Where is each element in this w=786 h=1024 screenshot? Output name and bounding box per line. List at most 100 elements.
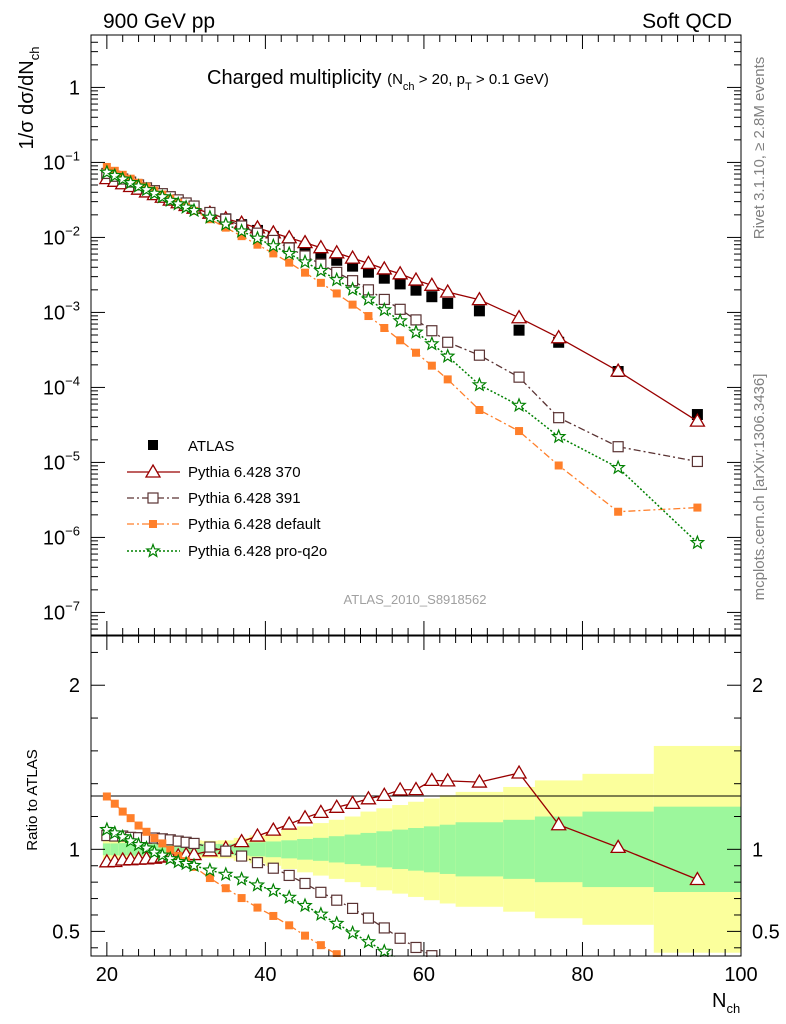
ratio-point-pythia-6-428-pro-q2o — [186, 857, 202, 873]
legend: ATLAS Pythia 6.428 370 Pythia 6.428 391 … — [127, 438, 327, 560]
main-point-pythia-6-428-default — [316, 278, 325, 287]
ratio-point-pythia-6-428-pro-q2o — [130, 836, 147, 852]
ratio-point-pythia-6-428-pro-q2o — [122, 832, 139, 848]
ratio-y-tick-label: 1 — [69, 839, 80, 861]
main-point-pythia-6-428-pro-q2o — [218, 216, 234, 231]
main-point-pythia-6-428-pro-q2o — [146, 185, 163, 201]
ratio-point-pythia-6-428-default — [285, 921, 294, 930]
main-point-pythia-6-428-370 — [610, 362, 627, 377]
main-point-pythia-6-428-370 — [312, 239, 330, 254]
ratio-band-inner — [360, 832, 377, 866]
ratio-point-pythia-6-428-pro-q2o — [313, 906, 329, 921]
ratio-point-pythia-6-428-391 — [378, 922, 390, 934]
ratio-point-pythia-6-428-default — [269, 911, 278, 920]
ratio-point-pythia-6-428-pro-q2o — [178, 855, 194, 871]
main-point-pythia-6-428-default — [515, 427, 524, 436]
ratio-band-inner — [118, 843, 127, 856]
ratio-point-pythia-6-428-default — [158, 839, 167, 848]
legend-marker-atlas — [148, 440, 158, 450]
ratio-point-pythia-6-428-370 — [689, 871, 706, 886]
main-point-atlas — [394, 278, 406, 290]
main-point-pythia-6-428-370 — [510, 309, 528, 324]
main-y-tick-label: 10−3 — [43, 298, 80, 324]
main-frame — [90, 34, 742, 636]
main-point-pythia-6-428-pro-q2o — [233, 223, 250, 238]
ratio-y-tick-label-right: 0.5 — [752, 921, 780, 943]
main-point-pythia-6-428-default — [380, 323, 389, 332]
main-point-pythia-6-428-default — [253, 240, 262, 249]
ratio-band-inner — [312, 837, 329, 861]
ratio-point-pythia-6-428-default — [142, 827, 151, 836]
ratio-point-pythia-6-428-pro-q2o — [265, 882, 282, 898]
main-point-pythia-6-428-370 — [423, 277, 440, 291]
ratio-band-inner — [249, 842, 266, 857]
header-category: Soft QCD — [642, 10, 732, 33]
main-point-pythia-6-428-391 — [410, 314, 422, 326]
ratio-point-pythia-6-428-370 — [423, 772, 440, 787]
ratio-band-inner — [281, 840, 298, 859]
ratio-point-pythia-6-428-391 — [188, 837, 200, 850]
main-point-pythia-6-428-default — [332, 289, 341, 298]
ratio-point-pythia-6-428-default — [150, 834, 159, 843]
ratio-x-tick-labels: 20 40 60 80 100 — [96, 964, 758, 986]
ratio-point-pythia-6-428-370 — [610, 839, 627, 854]
x-tick-label: 80 — [571, 964, 593, 986]
ratio-point-pythia-6-428-default — [205, 874, 214, 883]
legend-marker-370 — [144, 463, 162, 478]
ratio-point-pythia-6-428-391 — [394, 932, 406, 944]
main-point-pythia-6-428-391 — [553, 412, 565, 424]
main-point-pythia-6-428-pro-q2o — [328, 271, 345, 287]
legend-item-proq2o: Pythia 6.428 pro-q2o — [127, 542, 327, 560]
ratio-point-pythia-6-428-pro-q2o — [297, 897, 313, 913]
ratio-band-inner — [423, 826, 440, 873]
legend-label-370: Pythia 6.428 370 — [188, 464, 301, 481]
main-point-pythia-6-428-default — [285, 258, 294, 267]
main-y-tick-label: 10−7 — [43, 598, 80, 624]
ratio-y-tick-label-right: 2 — [752, 675, 763, 697]
main-point-pythia-6-428-pro-q2o — [471, 376, 488, 392]
main-point-pythia-6-428-pro-q2o — [689, 534, 706, 550]
x-tick-label: 100 — [724, 964, 757, 986]
main-point-pythia-6-428-pro-q2o — [170, 195, 186, 211]
main-point-atlas — [378, 272, 390, 284]
main-point-pythia-6-428-370 — [344, 249, 361, 264]
main-point-pythia-6-428-pro-q2o — [439, 348, 456, 363]
main-y-tick-label: 10−4 — [43, 373, 80, 399]
ratio-y-tick-labels: 0.5 0.5 1 1 2 2 — [52, 675, 780, 943]
ratio-point-pythia-6-428-pro-q2o — [202, 862, 218, 877]
ratio-band-inner — [126, 843, 135, 856]
main-point-pythia-6-428-391 — [394, 303, 406, 315]
ratio-point-pythia-6-428-pro-q2o — [376, 943, 393, 959]
ratio-point-pythia-6-428-370 — [328, 799, 345, 813]
legend-item-atlas: ATLAS — [148, 438, 234, 455]
main-y-tick-label: 10−5 — [43, 448, 80, 474]
main-point-pythia-6-428-default — [237, 232, 246, 241]
legend-item-391: Pythia 6.428 391 — [127, 490, 301, 507]
main-point-pythia-6-428-370 — [296, 234, 314, 249]
main-point-atlas — [410, 284, 422, 296]
main-point-pythia-6-428-pro-q2o — [511, 397, 527, 413]
main-point-pythia-6-428-391 — [426, 325, 438, 337]
ratio-point-pythia-6-428-default — [253, 903, 262, 912]
chart-title: Charged multiplicity (Nch > 20, pT > 0.1… — [207, 67, 549, 93]
x-tick-label: 40 — [254, 964, 276, 986]
main-point-pythia-6-428-pro-q2o — [281, 245, 298, 261]
main-point-pythia-6-428-default — [269, 249, 278, 258]
main-point-atlas — [442, 297, 454, 309]
main-point-pythia-6-428-default — [554, 461, 563, 470]
ratio-point-pythia-6-428-370 — [344, 795, 361, 810]
main-point-pythia-6-428-370 — [328, 244, 345, 259]
ratio-point-pythia-6-428-370 — [312, 804, 330, 819]
main-point-pythia-6-428-default — [693, 503, 702, 512]
ratio-point-pythia-6-428-pro-q2o — [114, 828, 131, 844]
ratio-band-inner — [392, 829, 409, 870]
main-point-pythia-6-428-pro-q2o — [99, 164, 115, 179]
ratio-point-pythia-6-428-370 — [439, 772, 456, 787]
ratio-point-pythia-6-428-391 — [410, 941, 422, 954]
main-point-pythia-6-428-pro-q2o — [107, 167, 123, 183]
ratio-point-pythia-6-428-391 — [267, 862, 279, 874]
main-series-group — [98, 162, 706, 550]
main-point-pythia-6-428-pro-q2o — [550, 428, 567, 444]
mcplots-credit-text: mcplots.cern.ch [arXiv:1306.3436] — [751, 374, 768, 601]
